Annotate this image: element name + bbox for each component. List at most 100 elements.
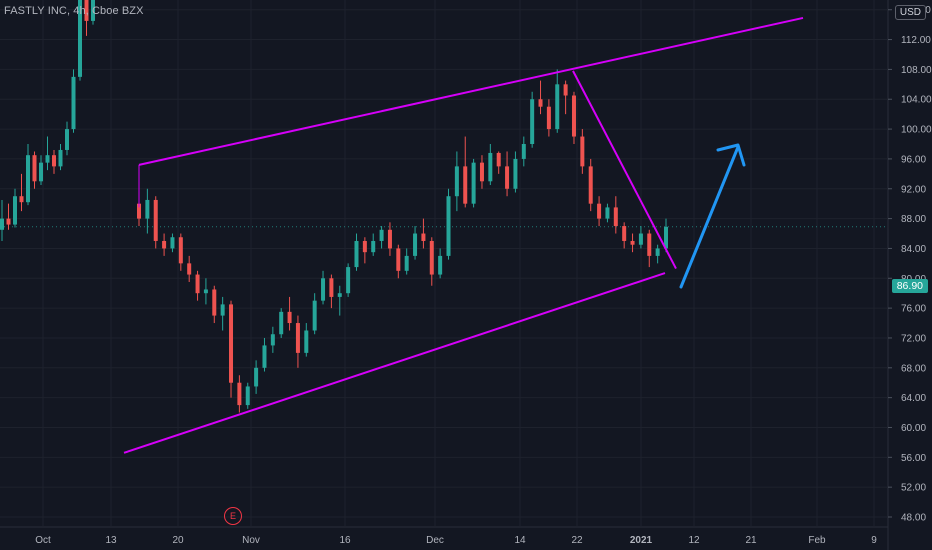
candle <box>421 218 426 249</box>
candle-body <box>245 386 250 406</box>
candle-body <box>396 248 401 271</box>
x-tick-label: 2021 <box>630 535 653 546</box>
candle <box>287 296 292 331</box>
candle-body <box>429 240 434 275</box>
candle <box>91 0 95 25</box>
channel-lower-line <box>123 272 666 454</box>
candle-body <box>563 84 568 96</box>
candle <box>304 323 309 357</box>
candle <box>237 375 242 413</box>
candle <box>546 99 551 137</box>
candle-body <box>279 311 284 335</box>
candle-body <box>212 289 217 316</box>
candle <box>195 270 200 301</box>
symbol-header[interactable]: FASTLY INC, 4h, Cboe BZX <box>4 5 144 17</box>
candle <box>638 226 643 249</box>
y-tick-label: 92.00 <box>901 184 926 195</box>
y-tick-label: 72.00 <box>901 333 926 344</box>
y-tick-label: 108.00 <box>901 65 932 76</box>
candle <box>396 244 401 279</box>
candle <box>153 196 158 249</box>
candle <box>0 199 4 241</box>
x-tick-label: Dec <box>426 535 444 546</box>
candle-body <box>153 199 158 241</box>
candle <box>463 136 468 208</box>
x-tick-label: 16 <box>339 535 351 546</box>
candle-body <box>471 162 476 204</box>
candle <box>58 144 63 171</box>
y-tick-label: 68.00 <box>901 363 926 374</box>
candle <box>387 222 392 256</box>
candle-body <box>496 152 501 167</box>
candle-body <box>78 0 82 77</box>
candle-body <box>178 237 183 264</box>
candlestick-series <box>0 0 668 413</box>
x-tick-label: Nov <box>242 535 260 546</box>
candle <box>571 91 576 144</box>
candle <box>65 121 69 156</box>
candle <box>32 151 37 189</box>
candle <box>555 69 560 133</box>
candle <box>229 300 234 398</box>
candle <box>655 244 660 264</box>
candle <box>329 274 334 309</box>
candle <box>404 248 409 275</box>
x-tick-label: 22 <box>571 535 583 546</box>
candle-body <box>58 149 63 167</box>
candle-body <box>170 237 175 249</box>
candle <box>262 337 267 372</box>
candle-body <box>638 233 643 245</box>
candle-body <box>254 367 259 387</box>
candle <box>496 151 501 174</box>
last-price-label: 86.90 <box>891 279 928 293</box>
arrow-shaft <box>679 145 740 289</box>
candle-body <box>387 229 392 249</box>
candle-body <box>45 155 50 163</box>
candle-body <box>613 207 618 227</box>
candle-body <box>19 196 24 203</box>
candle <box>379 226 384 249</box>
candle-body <box>137 203 141 219</box>
candle-body <box>513 158 518 189</box>
candle <box>521 136 526 167</box>
candle-body <box>446 196 451 256</box>
candle-body <box>647 233 652 256</box>
candle <box>203 278 208 305</box>
candle-body <box>597 203 602 219</box>
candle-body <box>312 300 317 331</box>
time-axis: Oct 13 20 Nov 16 Dec 14 22 2021 12 21 Feb 9 <box>35 535 877 546</box>
candle <box>647 229 652 268</box>
candle-body <box>195 274 200 294</box>
candle-body <box>203 289 208 294</box>
candle <box>488 144 493 186</box>
candle <box>664 218 668 253</box>
candle <box>429 237 434 286</box>
candle <box>563 80 568 115</box>
candle-body <box>26 155 30 203</box>
candle-body <box>454 166 459 197</box>
candle-body <box>354 240 359 268</box>
candle-body <box>287 311 292 324</box>
candle-body <box>262 345 267 368</box>
candle <box>446 188 451 260</box>
candle-body <box>84 0 89 21</box>
candle <box>78 0 82 81</box>
candle <box>39 155 43 186</box>
candle-body <box>39 162 43 182</box>
candle <box>162 233 167 256</box>
candle <box>471 158 476 208</box>
y-tick-label: 76.00 <box>901 304 926 315</box>
candle <box>538 80 543 115</box>
candle <box>513 151 518 193</box>
candle-body <box>546 106 551 130</box>
candle-body <box>463 166 468 204</box>
currency-button[interactable]: USD <box>894 5 926 20</box>
candle-body <box>13 196 17 225</box>
wedge-down-line <box>572 70 677 270</box>
candle-body <box>630 240 635 245</box>
candle-body <box>530 99 535 144</box>
candle <box>337 285 342 316</box>
earnings-marker[interactable]: E <box>224 507 242 525</box>
candle <box>295 315 300 368</box>
